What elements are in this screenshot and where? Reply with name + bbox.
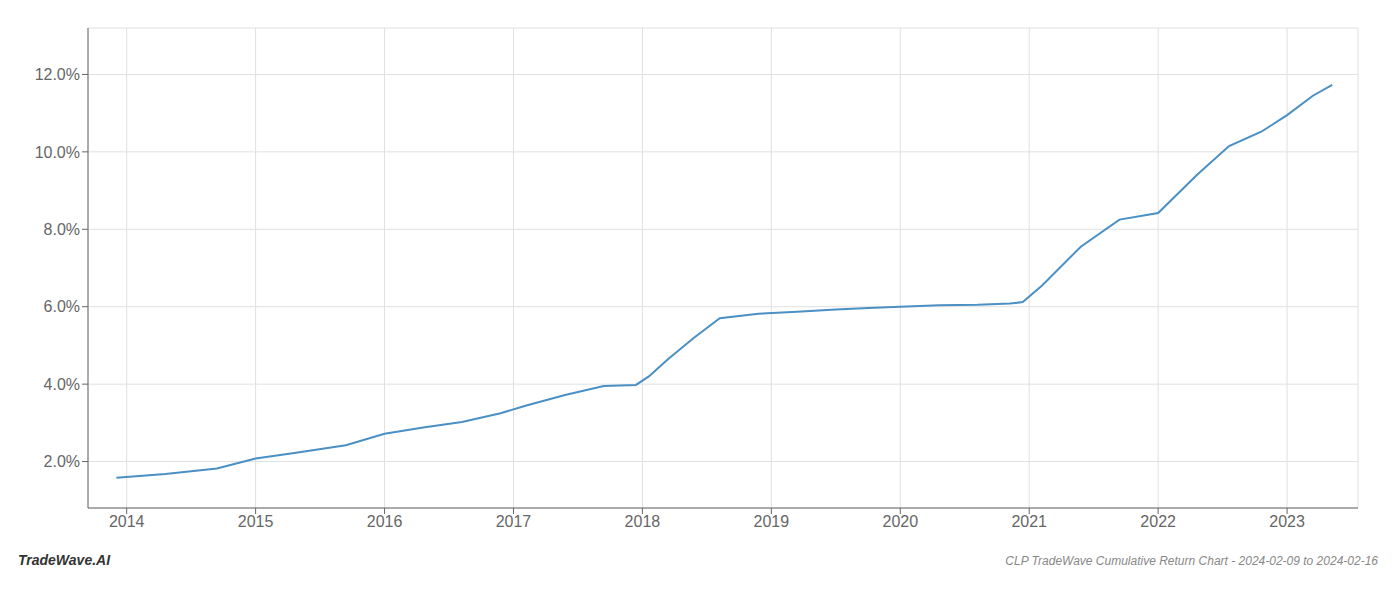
svg-text:2016: 2016 <box>367 513 403 530</box>
svg-text:2018: 2018 <box>625 513 661 530</box>
svg-text:12.0%: 12.0% <box>35 66 80 83</box>
html-text:TradeWave.AI: TradeWave.AI <box>18 552 111 568</box>
svg-text:2017: 2017 <box>496 513 532 530</box>
html-text:CLP TradeWave Cumulative Retur: CLP TradeWave Cumulative Return Chart - … <box>1005 554 1378 568</box>
svg-text:2023: 2023 <box>1269 513 1305 530</box>
svg-text:10.0%: 10.0% <box>35 144 80 161</box>
svg-text:4.0%: 4.0% <box>44 376 80 393</box>
svg-text:8.0%: 8.0% <box>44 221 80 238</box>
svg-text:2019: 2019 <box>754 513 790 530</box>
svg-text:2014: 2014 <box>109 513 145 530</box>
svg-text:2021: 2021 <box>1011 513 1047 530</box>
svg-text:6.0%: 6.0% <box>44 298 80 315</box>
svg-text:2.0%: 2.0% <box>44 453 80 470</box>
svg-text:2020: 2020 <box>882 513 918 530</box>
svg-text:2015: 2015 <box>238 513 274 530</box>
svg-text:2022: 2022 <box>1140 513 1176 530</box>
